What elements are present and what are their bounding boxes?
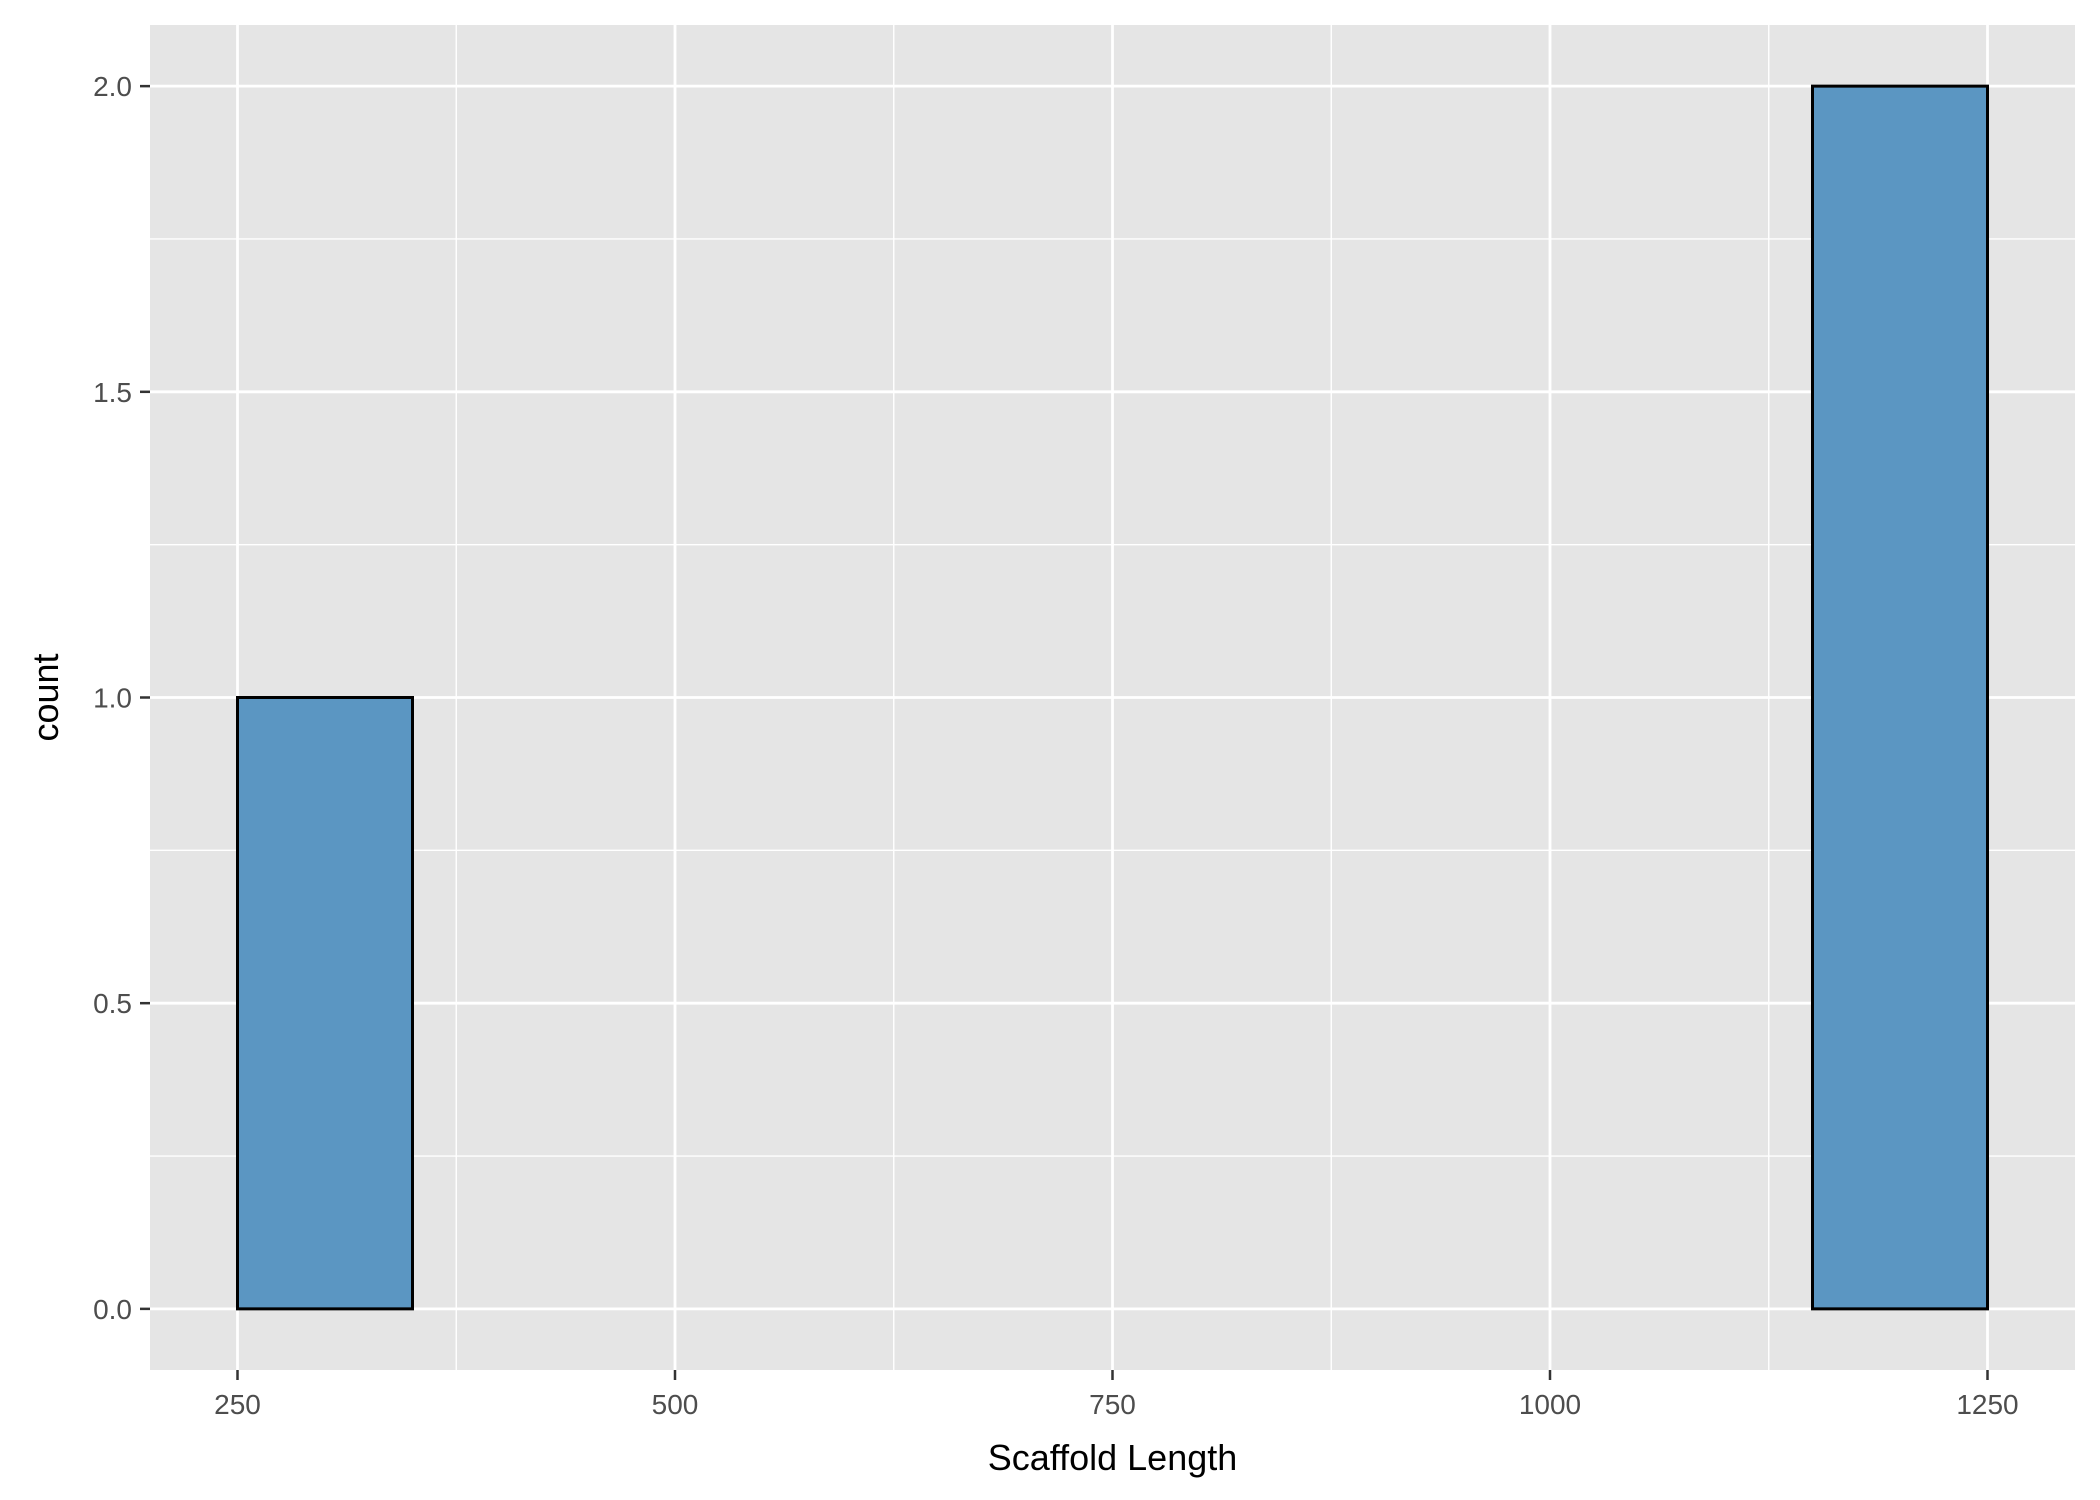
x-tick-label: 500 <box>652 1389 699 1420</box>
x-tick-label: 250 <box>214 1389 261 1420</box>
x-axis: 250 500 750 1000 1250 <box>214 1370 2019 1420</box>
y-tick-label: 0.0 <box>93 1294 132 1325</box>
y-tick-label: 1.0 <box>93 683 132 714</box>
histogram-bars <box>236 84 1989 1311</box>
y-axis-title: count <box>25 653 66 741</box>
major-gridlines <box>150 25 2075 1370</box>
x-tick-label: 1250 <box>1956 1389 2018 1420</box>
histogram-bar <box>1811 84 1989 1311</box>
y-tick-label: 1.5 <box>93 377 132 408</box>
x-axis-title: Scaffold Length <box>988 1437 1238 1478</box>
y-tick-label: 2.0 <box>93 71 132 102</box>
y-tick-label: 0.5 <box>93 988 132 1019</box>
x-tick-label: 750 <box>1089 1389 1136 1420</box>
histogram-bar <box>236 696 414 1311</box>
y-axis: 0.0 0.5 1.0 1.5 2.0 <box>93 71 150 1325</box>
x-tick-label: 1000 <box>1519 1389 1581 1420</box>
